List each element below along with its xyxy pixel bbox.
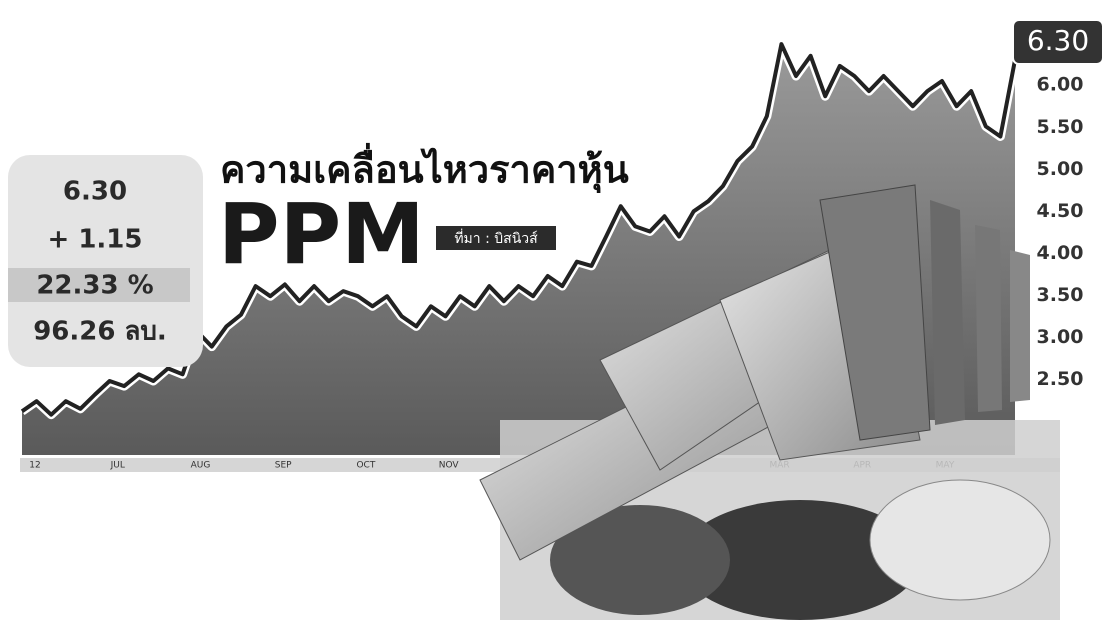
symbol: PPM (218, 185, 425, 283)
stat-change: + 1.15 (48, 225, 143, 255)
y-tick-label: 2.50 (1037, 368, 1084, 390)
x-tick-label: AUG (191, 461, 211, 471)
x-tick-label: OCT (356, 461, 375, 471)
y-tick-label: 3.50 (1037, 284, 1084, 306)
current-price: 6.30 (1027, 24, 1089, 57)
y-tick-label: 6.00 (1037, 74, 1084, 96)
stat-price: 6.30 (63, 177, 127, 207)
x-tick-label: SEP (275, 461, 292, 471)
x-tick-label: JUL (110, 461, 125, 471)
source: ที่มา : บิสนิวส์ (454, 229, 538, 247)
y-tick-label: 5.50 (1037, 116, 1084, 138)
y-tick-label: 4.00 (1037, 242, 1084, 264)
x-tick-label: NOV (439, 461, 460, 471)
y-tick-label: 5.00 (1037, 158, 1084, 180)
x-tick-label: 12 (29, 461, 40, 471)
y-tick-label: 3.00 (1037, 326, 1084, 348)
y-tick-label: 4.50 (1037, 200, 1084, 222)
stat-percent: 22.33 % (36, 271, 153, 301)
y-axis: 2.50 3.00 3.50 4.00 4.50 5.00 5.50 6.00 (1037, 74, 1084, 390)
stat-value: 96.26 ลบ. (33, 317, 167, 347)
chart: 12JULAUGSEPOCTNOVMARAPRMAY 6.30 + 1.15 2… (0, 0, 1107, 623)
